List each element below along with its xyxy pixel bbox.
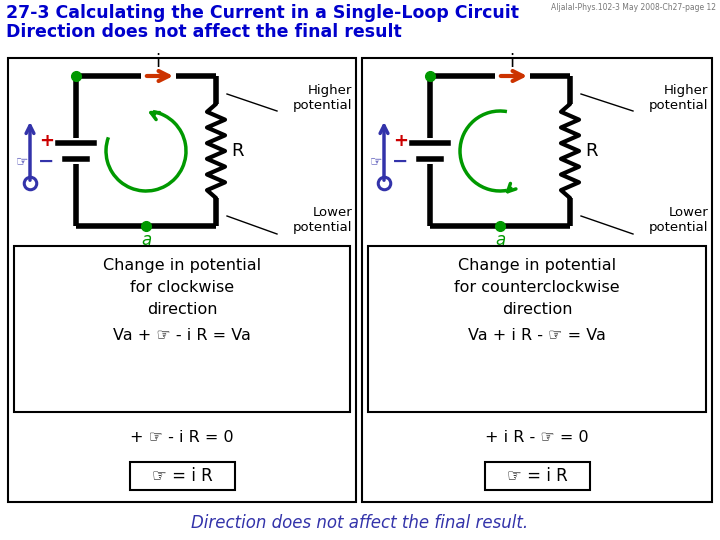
Text: R: R: [585, 142, 598, 160]
Text: a: a: [141, 231, 151, 249]
Text: + ☞ - i R = 0: + ☞ - i R = 0: [130, 430, 234, 445]
Text: Higher
potential: Higher potential: [292, 84, 352, 112]
Text: ☞ = i R: ☞ = i R: [152, 467, 212, 485]
Text: −: −: [37, 152, 54, 171]
Text: +: +: [39, 132, 54, 150]
Text: + i R - ☞ = 0: + i R - ☞ = 0: [485, 430, 589, 445]
Text: 27-3 Calculating the Current in a Single-Loop Circuit: 27-3 Calculating the Current in a Single…: [6, 4, 519, 22]
Text: Higher
potential: Higher potential: [649, 84, 708, 112]
Text: ☞ = i R: ☞ = i R: [507, 467, 567, 485]
Text: ☞: ☞: [369, 154, 382, 168]
Bar: [8, 58, 356, 502]
Text: direction: direction: [147, 302, 217, 317]
Text: Aljalal-Phys.102-3 May 2008-Ch27-page 12: Aljalal-Phys.102-3 May 2008-Ch27-page 12: [551, 3, 716, 12]
Text: −: −: [392, 152, 408, 171]
Text: a: a: [495, 231, 505, 249]
Text: Va + i R - ☞ = Va: Va + i R - ☞ = Va: [468, 328, 606, 343]
Text: +: +: [393, 132, 408, 150]
Text: R: R: [231, 142, 243, 160]
Text: Direction does not affect the final result.: Direction does not affect the final resu…: [192, 514, 528, 532]
Text: for clockwise: for clockwise: [130, 280, 234, 295]
Bar: [485, 462, 590, 490]
Text: Direction does not affect the final result: Direction does not affect the final resu…: [6, 23, 402, 41]
Text: i: i: [156, 53, 161, 71]
Bar: [130, 462, 235, 490]
Text: direction: direction: [502, 302, 572, 317]
Text: Change in potential: Change in potential: [458, 258, 616, 273]
Bar: [362, 58, 712, 502]
Bar: [14, 246, 350, 412]
Text: for counterclockwise: for counterclockwise: [454, 280, 620, 295]
Text: Change in potential: Change in potential: [103, 258, 261, 273]
Text: Lower
potential: Lower potential: [292, 206, 352, 234]
Text: ☞: ☞: [16, 154, 28, 168]
Text: Va + ☞ - i R = Va: Va + ☞ - i R = Va: [113, 328, 251, 343]
Text: i: i: [510, 53, 515, 71]
Bar: [368, 246, 706, 412]
Text: Lower
potential: Lower potential: [649, 206, 708, 234]
